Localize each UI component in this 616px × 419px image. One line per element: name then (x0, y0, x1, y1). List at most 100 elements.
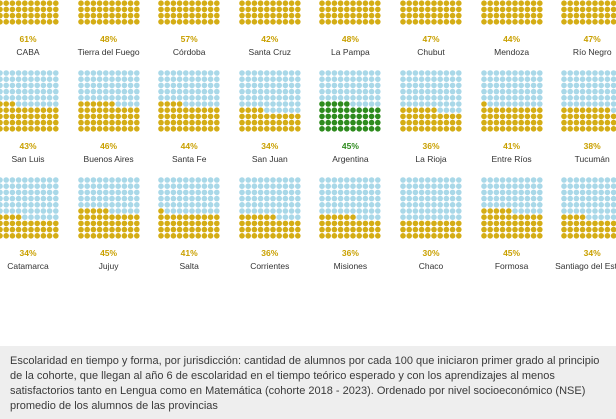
waffle-dot-filled (362, 233, 369, 239)
waffle-dot-empty (3, 70, 9, 76)
waffle-dot-empty (586, 214, 592, 220)
waffle-dot-filled (431, 6, 437, 13)
waffle-dot-empty (28, 82, 34, 89)
waffle-dot-filled (127, 119, 133, 126)
waffle-dot-filled (493, 19, 499, 25)
waffle-dots (158, 70, 220, 132)
province-name: Chubut (417, 47, 445, 57)
waffle-dot-empty (344, 177, 350, 183)
waffle-dot-filled (338, 101, 344, 107)
waffle-dot-empty (263, 189, 270, 196)
waffle-dot-empty (114, 95, 121, 101)
waffle-dot-filled (499, 220, 505, 227)
waffle-dot-empty (245, 95, 251, 101)
waffle-dot-filled (53, 0, 59, 6)
waffle-dot-filled (294, 0, 301, 6)
waffle-dot-filled (586, 113, 592, 120)
waffle-dot-empty (3, 177, 9, 183)
waffle-dot-empty (90, 70, 96, 76)
waffle-dot-filled (257, 119, 264, 126)
waffle-dot-empty (598, 70, 605, 76)
waffle-dot-empty (412, 101, 419, 107)
province-name: Santa Cruz (248, 47, 292, 57)
waffle-dot-empty (573, 76, 580, 82)
waffle-dot-filled (207, 214, 214, 220)
waffle-dot-empty (449, 70, 456, 76)
waffle-dot-filled (294, 113, 301, 120)
waffle-dot-empty (356, 208, 363, 214)
waffle-dot-filled (524, 6, 530, 13)
waffle-dot-empty (375, 202, 381, 208)
waffle-dot-empty (425, 214, 431, 220)
waffle-dot-filled (22, 113, 28, 120)
waffle-dot-empty (344, 189, 350, 196)
waffle-dot-filled (9, 6, 16, 13)
waffle-dot-filled (40, 220, 47, 227)
waffle-dot-empty (350, 88, 357, 95)
waffle-dot-filled (610, 6, 616, 13)
waffle-dot-empty (536, 195, 543, 202)
waffle-dot-empty (592, 214, 598, 220)
waffle-dot-filled (331, 0, 338, 6)
waffle-dot-empty (133, 195, 140, 202)
waffle-dot-filled (369, 220, 375, 227)
waffle-dot-empty (189, 208, 195, 214)
waffle-dot-empty (449, 177, 456, 183)
percent-label: 45% (100, 248, 118, 258)
waffle-dot-empty (22, 177, 28, 183)
waffle-dot-filled (207, 220, 214, 227)
waffle-dot-empty (362, 195, 369, 202)
waffle-dot-filled (362, 220, 369, 227)
waffle-dot-empty (164, 183, 171, 189)
waffle-dot-empty (238, 101, 245, 107)
waffle-dot-empty (425, 195, 431, 202)
waffle-dot-filled (257, 113, 264, 120)
waffle-dot-filled (425, 0, 431, 6)
waffle-dot-filled (511, 233, 518, 239)
waffle-dot-empty (425, 82, 431, 89)
waffle-dot-filled (598, 233, 605, 239)
waffle-dot-empty (15, 177, 22, 183)
waffle-dot-filled (263, 233, 270, 239)
waffle-dot-empty (245, 101, 251, 107)
waffle-dot-empty (400, 208, 406, 214)
waffle-dot-empty (362, 82, 369, 89)
waffle-dot-filled (431, 19, 437, 25)
waffle-dot-filled (201, 126, 208, 132)
waffle-dot-empty (108, 95, 115, 101)
waffle-dot-filled (493, 226, 499, 233)
waffle-dot-filled (96, 119, 102, 126)
waffle-dot-filled (83, 208, 90, 214)
waffle-dot-empty (195, 76, 202, 82)
waffle-dot-empty (511, 88, 518, 95)
waffle-dot-empty (338, 95, 344, 101)
waffle-dot-filled (201, 6, 208, 13)
waffle-dot-filled (53, 19, 59, 25)
waffle-dot-empty (356, 95, 363, 101)
waffle-dot-empty (331, 177, 338, 183)
waffle-dot-empty (102, 95, 109, 101)
waffle-dot-empty (325, 202, 332, 208)
waffle-dot-filled (524, 119, 530, 126)
waffle-dot-empty (325, 189, 332, 196)
waffle-dot-filled (400, 113, 406, 120)
waffle-dot-empty (375, 82, 381, 89)
waffle-dot-filled (0, 101, 3, 107)
waffle-dot-filled (480, 214, 487, 220)
percent-label: 41% (503, 141, 521, 151)
waffle-dot-filled (350, 214, 357, 220)
waffle-dot-empty (269, 183, 276, 189)
waffle-dot-filled (486, 19, 493, 25)
waffle-dot-empty (121, 195, 127, 202)
waffle-dot-empty (251, 76, 257, 82)
waffle-dot-filled (90, 0, 96, 6)
province-name: San Luis (11, 154, 45, 164)
waffle-dot-empty (90, 189, 96, 196)
waffle-dot-filled (573, 126, 580, 132)
waffle-dot-empty (201, 70, 208, 76)
waffle-dot-empty (443, 183, 450, 189)
waffle-dot-empty (338, 88, 344, 95)
waffle-dot-empty (207, 76, 214, 82)
waffle-dot-filled (325, 126, 332, 132)
waffle-dot-empty (511, 208, 518, 214)
